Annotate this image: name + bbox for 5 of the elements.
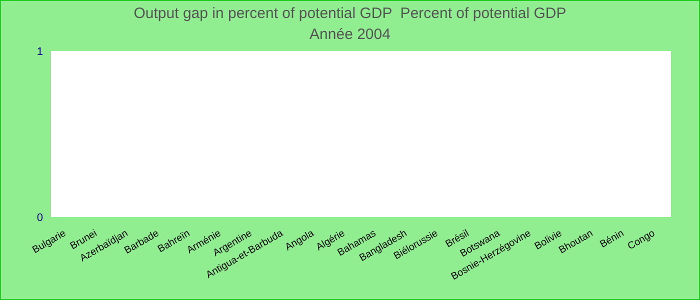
y-tick-label: 0	[36, 212, 43, 224]
chart-subtitle: Année 2004	[308, 26, 392, 43]
x-tick-label: Bénin	[598, 228, 626, 250]
y-tick-label: 1	[36, 46, 43, 58]
chart-title: Output gap in percent of potential GDP Percent of potential GDP	[132, 5, 568, 22]
